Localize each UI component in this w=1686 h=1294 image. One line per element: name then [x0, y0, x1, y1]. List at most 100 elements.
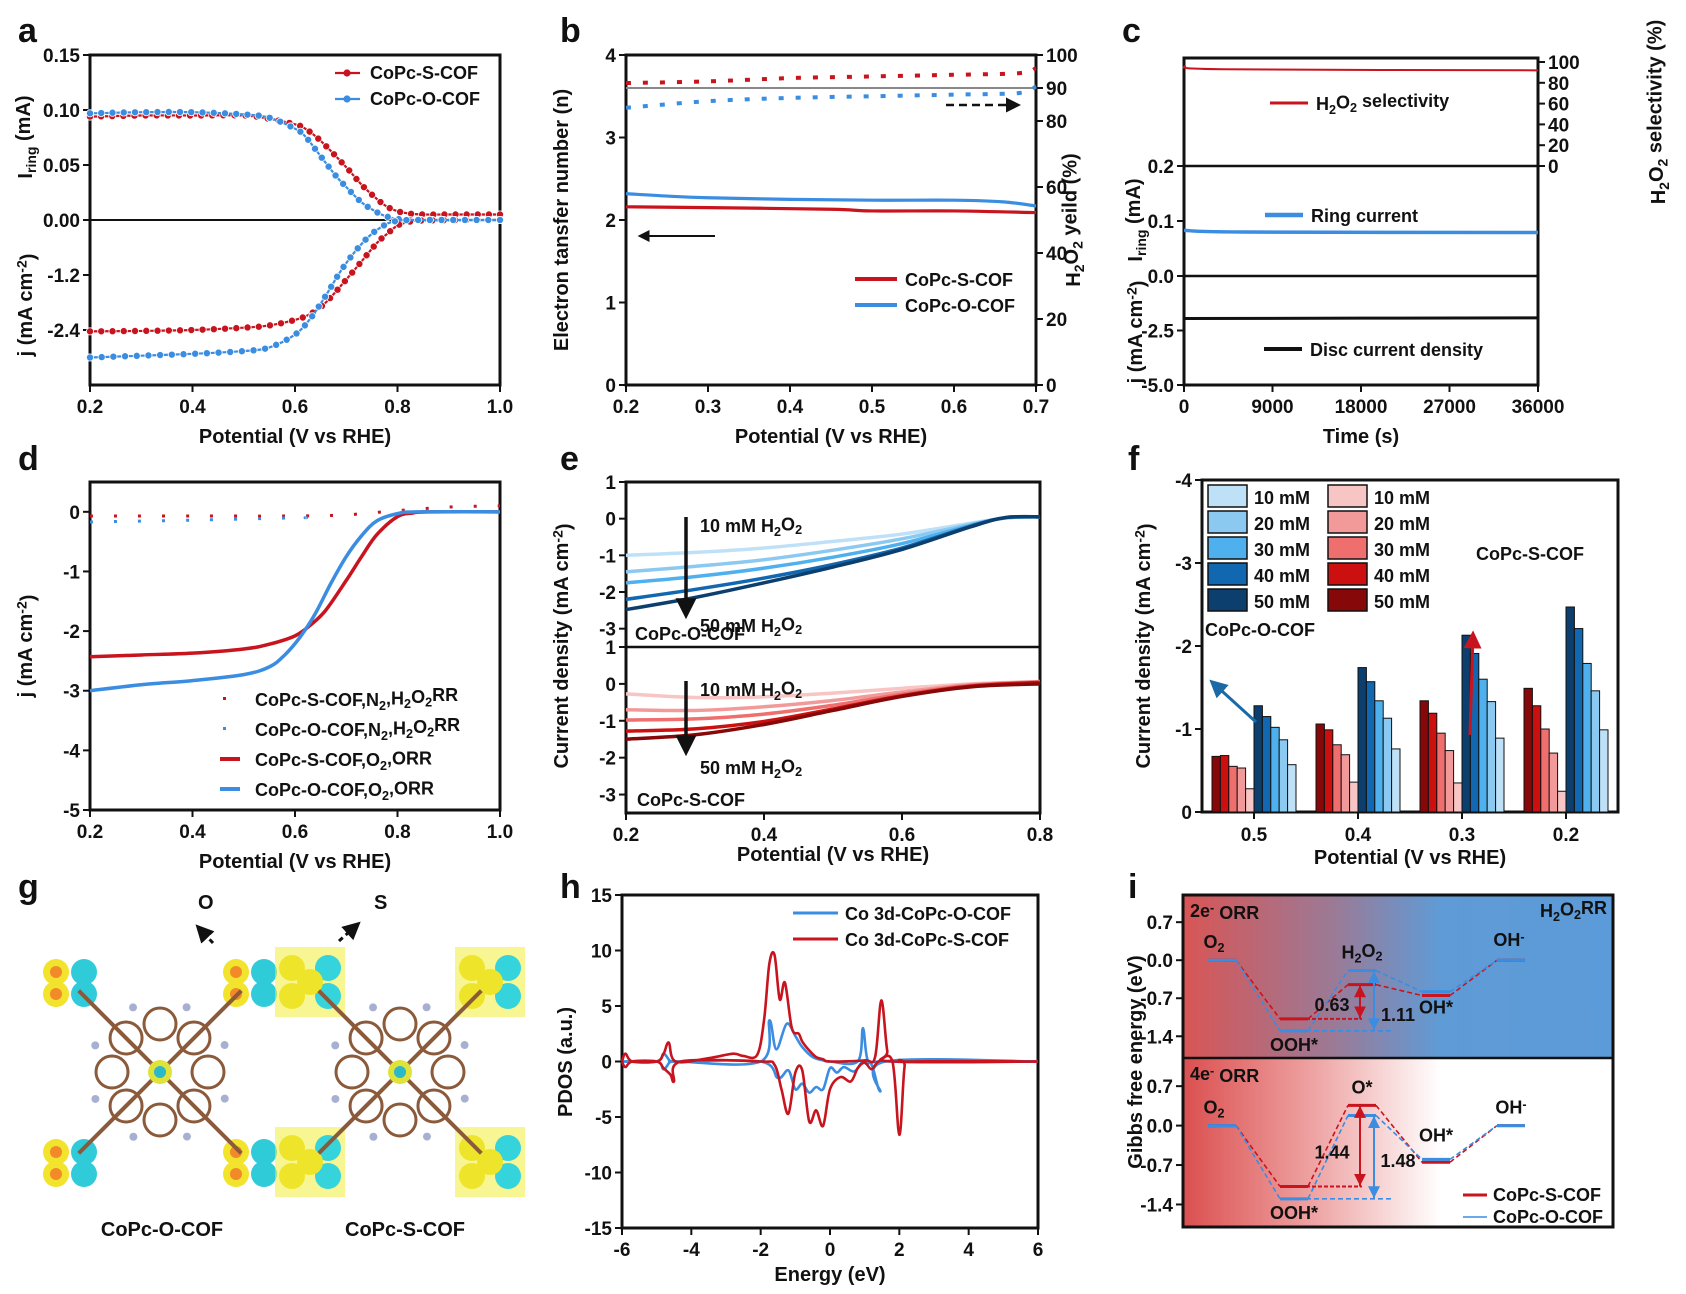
text-span: 2 [1654, 158, 1670, 166]
data-point [425, 215, 434, 224]
plot-frame [1181, 893, 1615, 1229]
barrier-value-o: 1.11 [1381, 1005, 1415, 1025]
x-tick-label: 0.6 [889, 825, 915, 846]
text-span: 10 mM [700, 680, 761, 700]
panel-label: i [1128, 868, 1137, 906]
bar [1436, 732, 1446, 813]
background-2e [1183, 895, 1613, 1058]
x-tick-label: 1.0 [487, 397, 513, 418]
text-span: -5 [63, 801, 80, 822]
ring [416, 1020, 452, 1056]
text-span: 0.5 [859, 397, 886, 418]
data-point [460, 215, 469, 224]
bar [1323, 729, 1334, 813]
annotation-label: 50 mM H2O2 [700, 614, 802, 638]
text-span: 2 [1329, 103, 1336, 117]
connector [1449, 959, 1498, 993]
series-line [621, 1019, 1038, 1066]
x-tick-label: 0.5 [859, 397, 886, 418]
data-point [243, 323, 252, 332]
isosurface-lobe [315, 1135, 341, 1161]
y-tick-label: -5.0 [1141, 376, 1174, 397]
bar [1523, 687, 1533, 813]
legend-swatch [223, 727, 226, 730]
legend-swatch [1207, 484, 1248, 508]
text-span: -5.0 [1141, 376, 1174, 397]
text-span: 0.4 [777, 397, 804, 418]
connector [1449, 1124, 1498, 1163]
text-span: 0 [605, 675, 616, 696]
data-point [130, 108, 139, 117]
text-span: 80 [1548, 74, 1569, 95]
step-label: OH- [1495, 1098, 1526, 1118]
text-span: 100 [1046, 46, 1078, 67]
data-point [337, 158, 346, 167]
x-tick-label: -2 [752, 1240, 769, 1261]
text-span: O [198, 892, 214, 914]
legend-swatch [1327, 536, 1368, 560]
data-point [339, 179, 348, 188]
trend-arrow [1209, 679, 1258, 724]
text-span: RR [432, 685, 458, 705]
text-span: -4 [1175, 471, 1192, 492]
bar [1287, 764, 1297, 813]
text-span: 36000 [1512, 397, 1565, 418]
x-tick-label: 27000 [1423, 397, 1476, 418]
step-label: O2 [1203, 932, 1224, 955]
x-tick-label: 0.4 [777, 397, 804, 418]
isosurface-core [50, 966, 62, 978]
legend-label: CoPc-O-COF,N2,H2O2RR [255, 715, 460, 743]
atom-n [331, 1041, 340, 1050]
legend-swatch [1327, 588, 1368, 612]
bar [1478, 678, 1488, 813]
text-span: 20 mM [1254, 514, 1310, 534]
data-point [254, 111, 263, 120]
text-span: 15 [591, 886, 613, 907]
atom-n [460, 1041, 469, 1050]
y-tick-label: 1 [605, 294, 616, 315]
text-span: CoPc-O-COF [905, 296, 1015, 316]
atom-n [220, 1094, 229, 1103]
isosurface-lobe [279, 1135, 305, 1161]
panel-i: i Gibbs free energy (eV)0.7 0.0 -0.7 -1.4 0.7… [1125, 868, 1615, 1229]
subplot-label: CoPc-O-COF [635, 624, 745, 644]
y-tick-label: -2 [599, 749, 616, 770]
data-point [86, 353, 95, 362]
text-span: 50 mM [1254, 592, 1310, 612]
y-tick-label: 0.00 [43, 211, 80, 232]
text-span: 10 mM [1254, 488, 1310, 508]
text-span: 0.0 [1147, 1117, 1173, 1138]
ring [382, 1102, 418, 1138]
text-span: 0.00 [43, 211, 80, 232]
atom-n [91, 1041, 100, 1050]
data-point [369, 242, 378, 251]
text-span: 3 [605, 129, 616, 150]
text-span: Energy (eV) [774, 1264, 885, 1286]
atom-n [129, 1003, 138, 1012]
text-span: 0.4 [751, 825, 778, 846]
data-point [108, 327, 117, 336]
isosurface-lobe [251, 1139, 277, 1165]
connector [1307, 1104, 1349, 1187]
data-point [373, 208, 382, 217]
ring [108, 1088, 144, 1124]
bar [1531, 705, 1542, 813]
bar [1315, 723, 1325, 813]
ring [334, 1054, 370, 1090]
text-span: 10 mM [700, 516, 761, 536]
data-point [109, 352, 118, 361]
text-span: 2 [404, 697, 411, 711]
text-span: H [1648, 190, 1670, 204]
data-point [348, 268, 357, 277]
text-span: 0.2 [1553, 825, 1579, 846]
isosurface-lobe [477, 969, 503, 995]
bar [1278, 739, 1289, 813]
text-span: -6 [614, 1240, 631, 1261]
text-span: 2 [1574, 908, 1581, 922]
text-span: 0.6 [889, 825, 915, 846]
data-point [377, 234, 386, 243]
y-tick-label: -2 [63, 622, 80, 643]
isosurface-lobe [315, 983, 341, 1009]
atom-label-o: O [198, 892, 214, 914]
text-span: ) [553, 523, 575, 530]
